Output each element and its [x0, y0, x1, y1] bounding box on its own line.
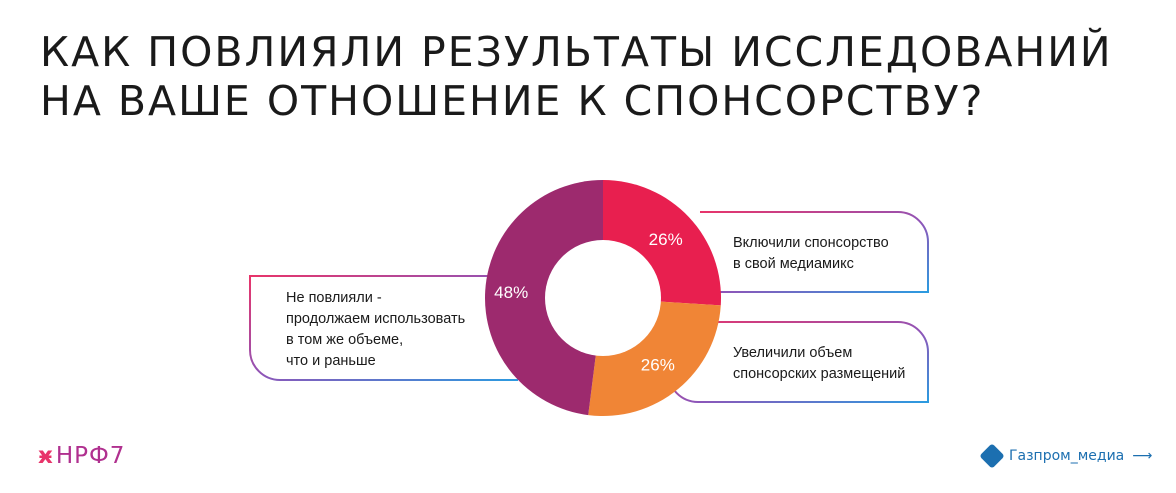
callout-line: Включили спонсорство	[733, 235, 889, 251]
donut-value-label: 48%	[494, 283, 528, 302]
gazprom-media-logo: Газпром_медиа ⟶	[979, 443, 1153, 469]
callout-line: в том же объеме,	[286, 332, 404, 348]
callout-line: в свой медиамикс	[733, 256, 854, 272]
callout-box-left	[249, 275, 520, 381]
callout-text-bottom-right: Увеличили объем спонсорских размещений	[733, 343, 905, 385]
nrf7-logo: ӿНРФ7	[38, 443, 125, 469]
callout-line: продолжаем использовать	[286, 311, 466, 327]
gazprom-media-diamond-icon	[979, 443, 1005, 469]
donut-slice-no-change	[485, 180, 603, 416]
page-title: КАК ПОВЛИЯЛИ РЕЗУЛЬТАТЫ ИССЛЕДОВАНИЙ НА …	[40, 28, 1140, 126]
gazprom-media-logo-text: Газпром_медиа	[1009, 448, 1125, 464]
title-line-2: НА ВАШЕ ОТНОШЕНИЕ К СПОНСОРСТВУ?	[40, 77, 985, 125]
callout-text-left: Не повлияли - продолжаем использовать в …	[286, 288, 465, 372]
arrow-right-icon: ⟶	[1132, 448, 1153, 464]
callout-line: что и раньше	[286, 353, 376, 369]
donut-labels: 26% 26% 48%	[494, 230, 683, 374]
callout-text-top-right: Включили спонсорство в свой медиамикс	[733, 233, 889, 275]
callout-line: Не повлияли -	[286, 290, 382, 306]
nrf-mark-icon: ӿ	[38, 443, 54, 469]
donut-hole	[545, 240, 661, 356]
nrf-logo-text: НРФ7	[55, 443, 126, 469]
callout-line: Увеличили объем	[733, 345, 853, 361]
callout-line: спонсорских размещений	[733, 366, 906, 382]
title-line-1: КАК ПОВЛИЯЛИ РЕЗУЛЬТАТЫ ИССЛЕДОВАНИЙ	[40, 28, 1113, 76]
callout-box-top-right	[700, 211, 929, 293]
donut-value-label: 26%	[649, 230, 683, 249]
donut-value-label: 26%	[641, 355, 675, 374]
